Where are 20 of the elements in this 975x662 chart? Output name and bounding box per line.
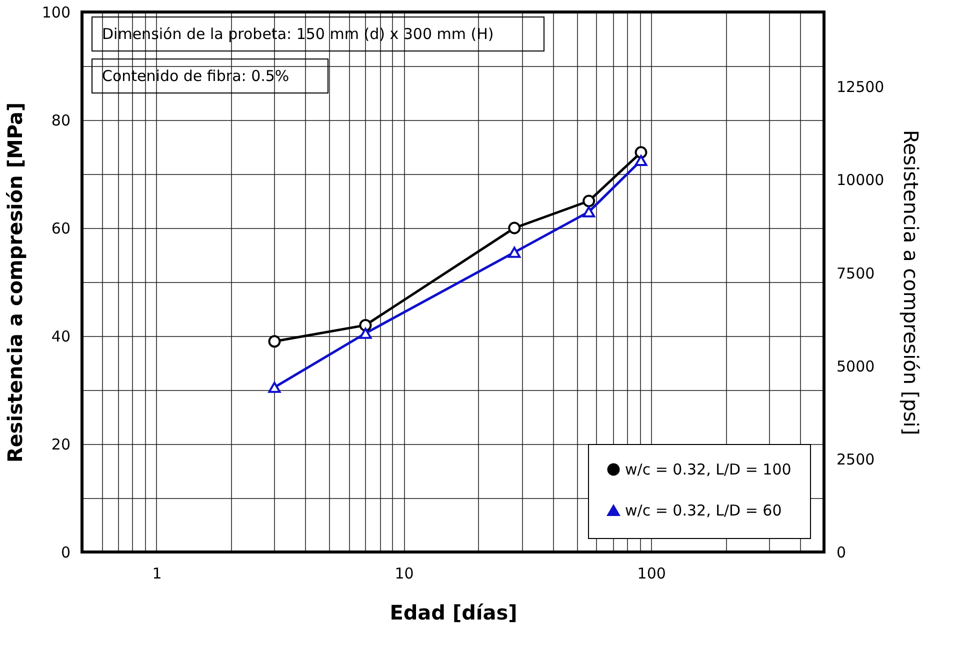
y-tick-label: 0 bbox=[60, 544, 70, 562]
x-tick-label: 100 bbox=[637, 564, 666, 582]
y2-axis-title: Resistencia a compresión [psi] bbox=[899, 130, 924, 436]
y-tick-label: 40 bbox=[51, 328, 70, 346]
y2-tick-label: 0 bbox=[836, 544, 846, 562]
y2-tick-label: 12500 bbox=[836, 78, 884, 96]
y-axis-title: Resistencia a compresión [MPa] bbox=[2, 102, 27, 463]
y2-tick-label: 7500 bbox=[836, 264, 875, 282]
y2-tick-label: 10000 bbox=[836, 171, 884, 190]
x-tick-label: 1 bbox=[152, 564, 162, 582]
y-tick-label: 60 bbox=[51, 220, 70, 238]
y-tick-label: 20 bbox=[51, 436, 70, 454]
y-tick-label: 100 bbox=[42, 4, 70, 22]
y-tick-label: 80 bbox=[51, 112, 70, 130]
x-axis-title: Edad [días] bbox=[390, 600, 518, 624]
y2-tick-label: 2500 bbox=[836, 450, 875, 468]
legend-label: w/c = 0.32, L/D = 100 bbox=[625, 460, 792, 478]
x-tick-label: 10 bbox=[394, 564, 414, 582]
y2-tick-label: 5000 bbox=[836, 357, 875, 376]
legend-label: w/c = 0.32, L/D = 60 bbox=[625, 502, 782, 520]
